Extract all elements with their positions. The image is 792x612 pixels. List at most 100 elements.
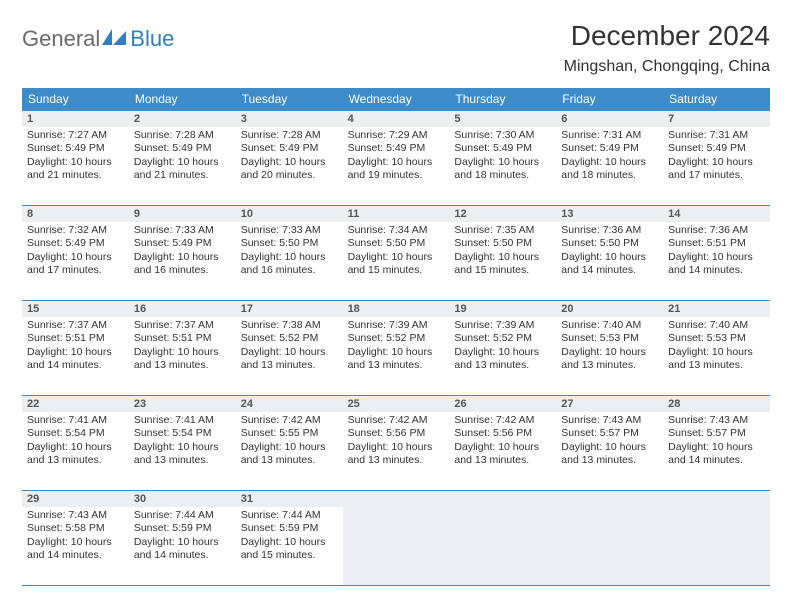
day-cell: 22Sunrise: 7:41 AMSunset: 5:54 PMDayligh…	[22, 395, 129, 490]
sunset-text: Sunset: 5:52 PM	[348, 332, 445, 345]
daylight-text: Daylight: 10 hours and 13 minutes.	[561, 346, 658, 373]
daylight-text: Daylight: 10 hours and 13 minutes.	[27, 441, 124, 468]
daylight-text: Daylight: 10 hours and 14 minutes.	[27, 346, 124, 373]
day-cell: 3Sunrise: 7:28 AMSunset: 5:49 PMDaylight…	[236, 110, 343, 205]
day-content: Sunrise: 7:43 AMSunset: 5:57 PMDaylight:…	[556, 412, 663, 490]
sunset-text: Sunset: 5:49 PM	[348, 142, 445, 155]
sunrise-text: Sunrise: 7:30 AM	[454, 129, 551, 142]
day-content: Sunrise: 7:28 AMSunset: 5:49 PMDaylight:…	[129, 127, 236, 205]
day-number: 19	[449, 300, 556, 317]
sunrise-text: Sunrise: 7:31 AM	[668, 129, 765, 142]
sunrise-text: Sunrise: 7:35 AM	[454, 224, 551, 237]
day-number: 3	[236, 110, 343, 127]
day-content: Sunrise: 7:40 AMSunset: 5:53 PMDaylight:…	[663, 317, 770, 395]
sunset-text: Sunset: 5:49 PM	[27, 142, 124, 155]
day-cell: 12 Sunrise: 7:35 AMSunset: 5:50 PMDayligh…	[449, 205, 556, 300]
sunset-text: Sunset: 5:58 PM	[27, 522, 124, 535]
day-number: 7	[663, 110, 770, 127]
weekday-header: Saturday	[663, 88, 770, 110]
daylight-text: Daylight: 10 hours and 14 minutes.	[668, 441, 765, 468]
daylight-text: Daylight: 10 hours and 13 minutes.	[134, 441, 231, 468]
day-content: Sunrise: 7:38 AMSunset: 5:52 PMDaylight:…	[236, 317, 343, 395]
day-number: 11	[343, 205, 450, 222]
day-content: Sunrise: 7:29 AMSunset: 5:49 PMDaylight:…	[343, 127, 450, 205]
sunset-text: Sunset: 5:52 PM	[241, 332, 338, 345]
daylight-text: Daylight: 10 hours and 15 minutes.	[454, 251, 551, 278]
day-content: Sunrise: 7:42 AMSunset: 5:55 PMDaylight:…	[236, 412, 343, 490]
day-cell: 9Sunrise: 7:33 AMSunset: 5:49 PMDaylight…	[129, 205, 236, 300]
sunrise-text: Sunrise: 7:43 AM	[27, 509, 124, 522]
day-content: Sunrise: 7:28 AMSunset: 5:49 PMDaylight:…	[236, 127, 343, 205]
day-number: 17	[236, 300, 343, 317]
daylight-text: Daylight: 10 hours and 13 minutes.	[454, 346, 551, 373]
daylight-text: Daylight: 10 hours and 21 minutes.	[27, 156, 124, 183]
sunset-text: Sunset: 5:50 PM	[561, 237, 658, 250]
daylight-text: Daylight: 10 hours and 13 minutes.	[134, 346, 231, 373]
day-cell: 19Sunrise: 7:39 AMSunset: 5:52 PMDayligh…	[449, 300, 556, 395]
sunrise-text: Sunrise: 7:41 AM	[27, 414, 124, 427]
weekday-header: Monday	[129, 88, 236, 110]
day-cell: 1Sunrise: 7:27 AMSunset: 5:49 PMDaylight…	[22, 110, 129, 205]
day-number: 16	[129, 300, 236, 317]
sunset-text: Sunset: 5:57 PM	[668, 427, 765, 440]
sunset-text: Sunset: 5:53 PM	[668, 332, 765, 345]
sunset-text: Sunset: 5:51 PM	[134, 332, 231, 345]
weekday-header: Friday	[556, 88, 663, 110]
sunset-text: Sunset: 5:51 PM	[27, 332, 124, 345]
sunrise-text: Sunrise: 7:39 AM	[348, 319, 445, 332]
day-number: 18	[343, 300, 450, 317]
day-content: Sunrise: 7:30 AMSunset: 5:49 PMDaylight:…	[449, 127, 556, 205]
sunrise-text: Sunrise: 7:27 AM	[27, 129, 124, 142]
sunrise-text: Sunrise: 7:38 AM	[241, 319, 338, 332]
calendar-page: General Blue December 2024 Mingshan, Cho…	[0, 0, 792, 606]
day-content: Sunrise: 7:37 AMSunset: 5:51 PMDaylight:…	[22, 317, 129, 395]
daylight-text: Daylight: 10 hours and 15 minutes.	[241, 536, 338, 563]
day-content: Sunrise: 7:33 AMSunset: 5:50 PMDaylight:…	[236, 222, 343, 300]
day-cell: 25Sunrise: 7:42 AMSunset: 5:56 PMDayligh…	[343, 395, 450, 490]
sunrise-text: Sunrise: 7:40 AM	[668, 319, 765, 332]
day-cell: 27Sunrise: 7:43 AMSunset: 5:57 PMDayligh…	[556, 395, 663, 490]
title-block: December 2024 Mingshan, Chongqing, China	[564, 20, 770, 76]
day-content: Sunrise: 7:27 AMSunset: 5:49 PMDaylight:…	[22, 127, 129, 205]
day-number: 20	[556, 300, 663, 317]
sunrise-text: Sunrise: 7:42 AM	[454, 414, 551, 427]
day-cell: 10Sunrise: 7:33 AMSunset: 5:50 PMDayligh…	[236, 205, 343, 300]
daylight-text: Daylight: 10 hours and 14 minutes.	[27, 536, 124, 563]
day-number: 31	[236, 490, 343, 507]
day-number: 12	[449, 205, 556, 222]
day-cell: 21Sunrise: 7:40 AMSunset: 5:53 PMDayligh…	[663, 300, 770, 395]
sunset-text: Sunset: 5:56 PM	[454, 427, 551, 440]
day-number: 30	[129, 490, 236, 507]
sunrise-text: Sunrise: 7:37 AM	[134, 319, 231, 332]
day-content: Sunrise: 7:41 AMSunset: 5:54 PMDaylight:…	[22, 412, 129, 490]
day-content: Sunrise: 7:31 AMSunset: 5:49 PMDaylight:…	[556, 127, 663, 205]
daylight-text: Daylight: 10 hours and 16 minutes.	[134, 251, 231, 278]
day-number: 25	[343, 395, 450, 412]
day-content: Sunrise: 7:39 AMSunset: 5:52 PMDaylight:…	[449, 317, 556, 395]
daylight-text: Daylight: 10 hours and 13 minutes.	[454, 441, 551, 468]
sunset-text: Sunset: 5:49 PM	[134, 237, 231, 250]
sunset-text: Sunset: 5:49 PM	[668, 142, 765, 155]
daylight-text: Daylight: 10 hours and 14 minutes.	[134, 536, 231, 563]
day-content: Sunrise: 7:42 AMSunset: 5:56 PMDaylight:…	[343, 412, 450, 490]
day-cell: 17Sunrise: 7:38 AMSunset: 5:52 PMDayligh…	[236, 300, 343, 395]
sunset-text: Sunset: 5:54 PM	[27, 427, 124, 440]
day-cell: 16 Sunrise: 7:37 AMSunset: 5:51 PMDayligh…	[129, 300, 236, 395]
daylight-text: Daylight: 10 hours and 18 minutes.	[561, 156, 658, 183]
sunrise-text: Sunrise: 7:44 AM	[241, 509, 338, 522]
sunset-text: Sunset: 5:50 PM	[454, 237, 551, 250]
daylight-text: Daylight: 10 hours and 14 minutes.	[668, 251, 765, 278]
day-number: 2	[129, 110, 236, 127]
day-content: Sunrise: 7:44 AMSunset: 5:59 PMDaylight:…	[129, 507, 236, 585]
day-cell: 28Sunrise: 7:43 AMSunset: 5:57 PMDayligh…	[663, 395, 770, 490]
day-number: 9	[129, 205, 236, 222]
day-number: 15	[22, 300, 129, 317]
sunset-text: Sunset: 5:55 PM	[241, 427, 338, 440]
sunset-text: Sunset: 5:54 PM	[134, 427, 231, 440]
daylight-text: Daylight: 10 hours and 17 minutes.	[27, 251, 124, 278]
sunrise-text: Sunrise: 7:36 AM	[561, 224, 658, 237]
day-cell: 14Sunrise: 7:36 AMSunset: 5:51 PMDayligh…	[663, 205, 770, 300]
brand-text-b: Blue	[130, 26, 174, 52]
day-number: 5	[449, 110, 556, 127]
day-number: 22	[22, 395, 129, 412]
